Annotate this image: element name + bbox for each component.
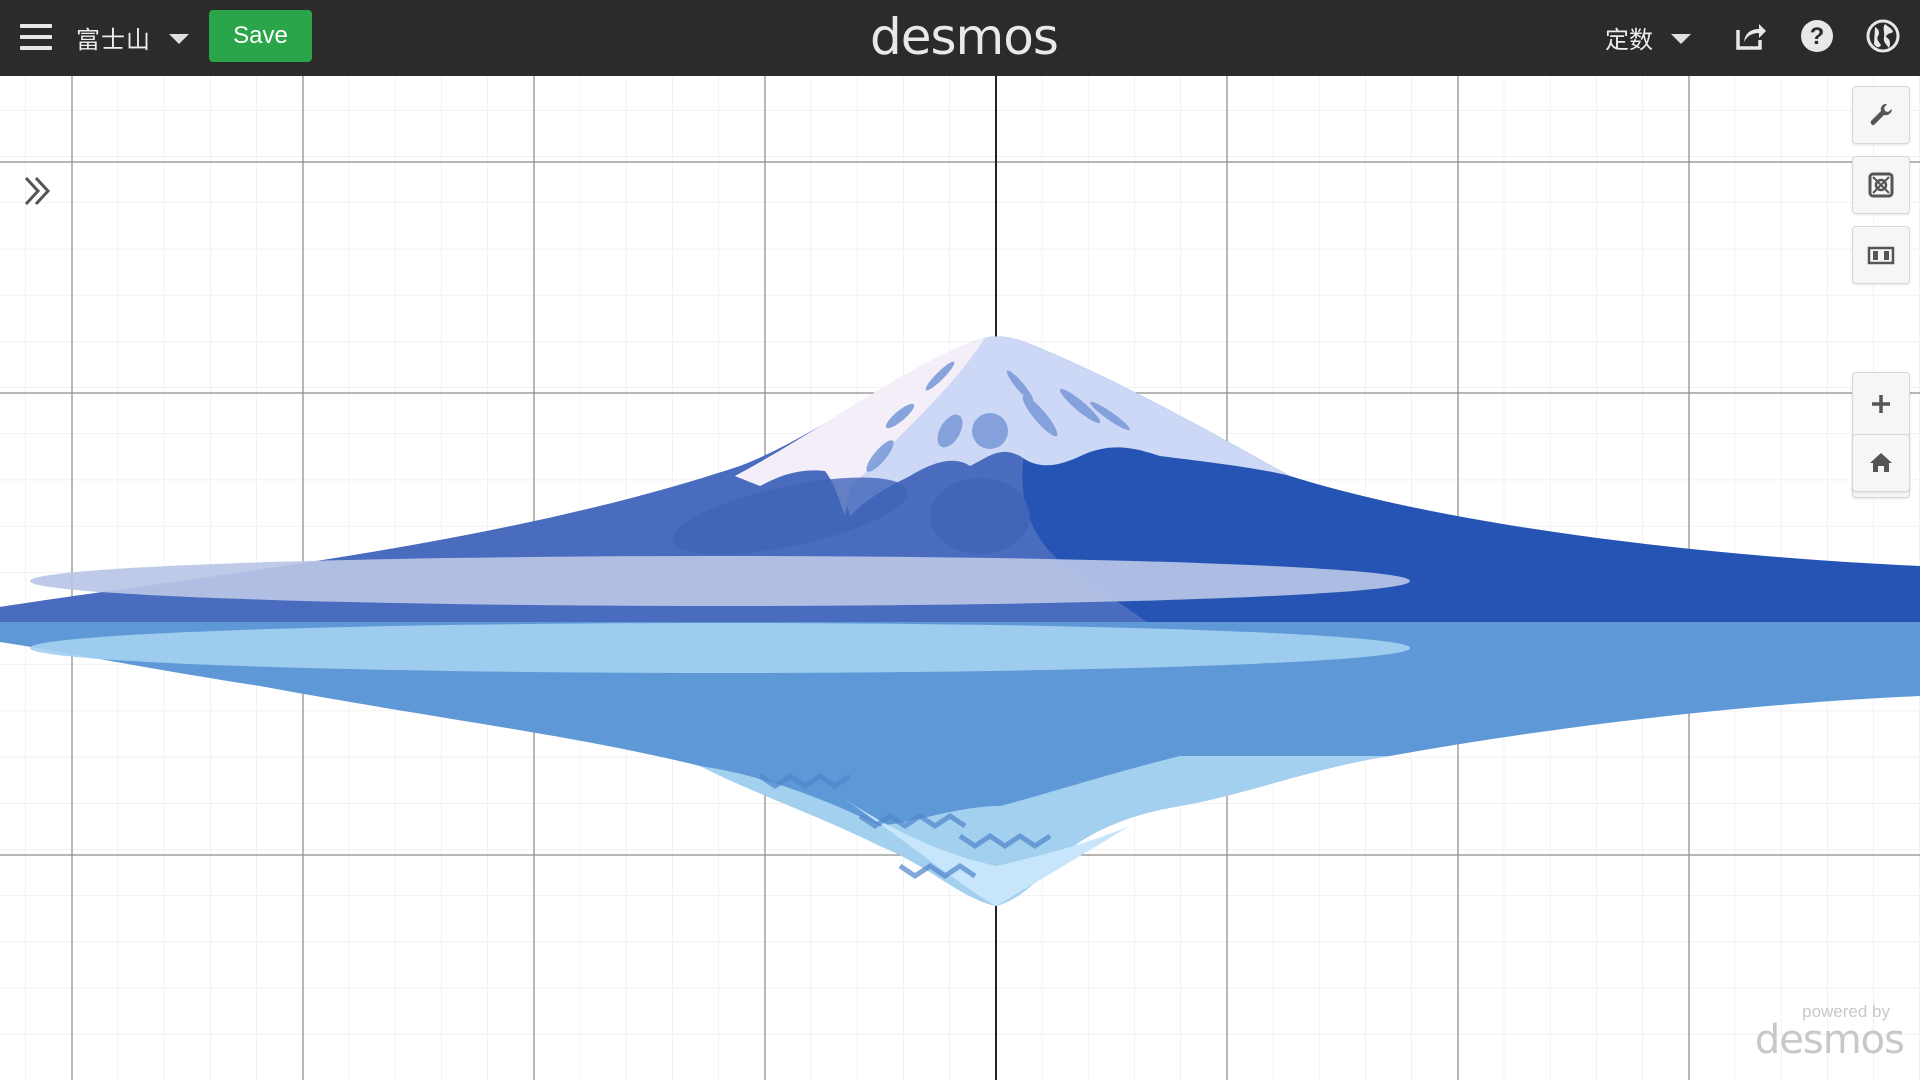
double-chevron-right-icon[interactable] xyxy=(22,174,54,208)
projector-icon[interactable] xyxy=(1852,156,1910,214)
powered-by-text: powered by xyxy=(1802,1002,1890,1021)
hamburger-icon[interactable] xyxy=(20,22,52,52)
wrench-icon[interactable] xyxy=(1852,86,1910,144)
chevron-down-icon xyxy=(1671,33,1691,44)
top-bar: 富士山 Save desmos 定数 ? xyxy=(0,0,1920,76)
graph-canvas[interactable]: powered by desmos xyxy=(0,76,1920,1080)
settings-button[interactable] xyxy=(1852,86,1912,144)
chevron-down-icon xyxy=(169,33,189,44)
film-button[interactable] xyxy=(1852,226,1912,284)
svg-text:?: ? xyxy=(1810,23,1825,50)
language-label: 定数 xyxy=(1605,25,1653,54)
graph-title: 富士山 xyxy=(76,25,151,54)
help-icon[interactable]: ? xyxy=(1799,18,1835,54)
graph-plot xyxy=(0,76,1920,1080)
plus-icon[interactable] xyxy=(1852,372,1910,436)
desmos-logo: desmos xyxy=(870,8,1059,66)
powered-by-logo: desmos xyxy=(1754,1017,1905,1063)
home-icon[interactable] xyxy=(1852,434,1910,492)
mountain-illustration xyxy=(0,336,1920,624)
film-icon[interactable] xyxy=(1852,226,1910,284)
share-icon[interactable] xyxy=(1733,18,1769,54)
save-button[interactable]: Save xyxy=(209,10,312,62)
lake-reflection xyxy=(0,622,1920,906)
globe-icon[interactable] xyxy=(1865,18,1901,54)
projector-button[interactable] xyxy=(1852,156,1912,214)
graph-title-dropdown[interactable]: 富士山 xyxy=(76,17,189,57)
home-button[interactable] xyxy=(1852,434,1912,492)
powered-by-badge[interactable]: powered by desmos xyxy=(1754,1002,1905,1063)
language-dropdown[interactable]: 定数 xyxy=(1605,17,1691,57)
